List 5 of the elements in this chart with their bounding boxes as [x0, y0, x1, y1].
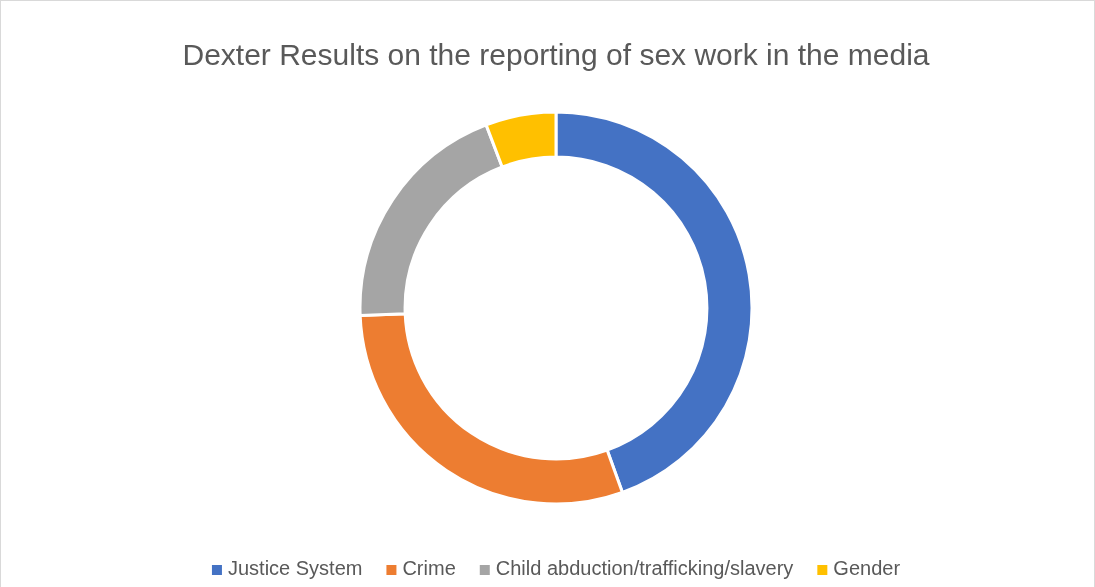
chart-title: Dexter Results on the reporting of sex work in the media — [182, 38, 930, 71]
legend-label: Justice System — [227, 557, 363, 579]
legend-label: Crime — [402, 557, 456, 579]
legend-label: Child abduction/trafficking/slavery — [495, 557, 794, 579]
legend-label: Gender — [833, 557, 901, 579]
